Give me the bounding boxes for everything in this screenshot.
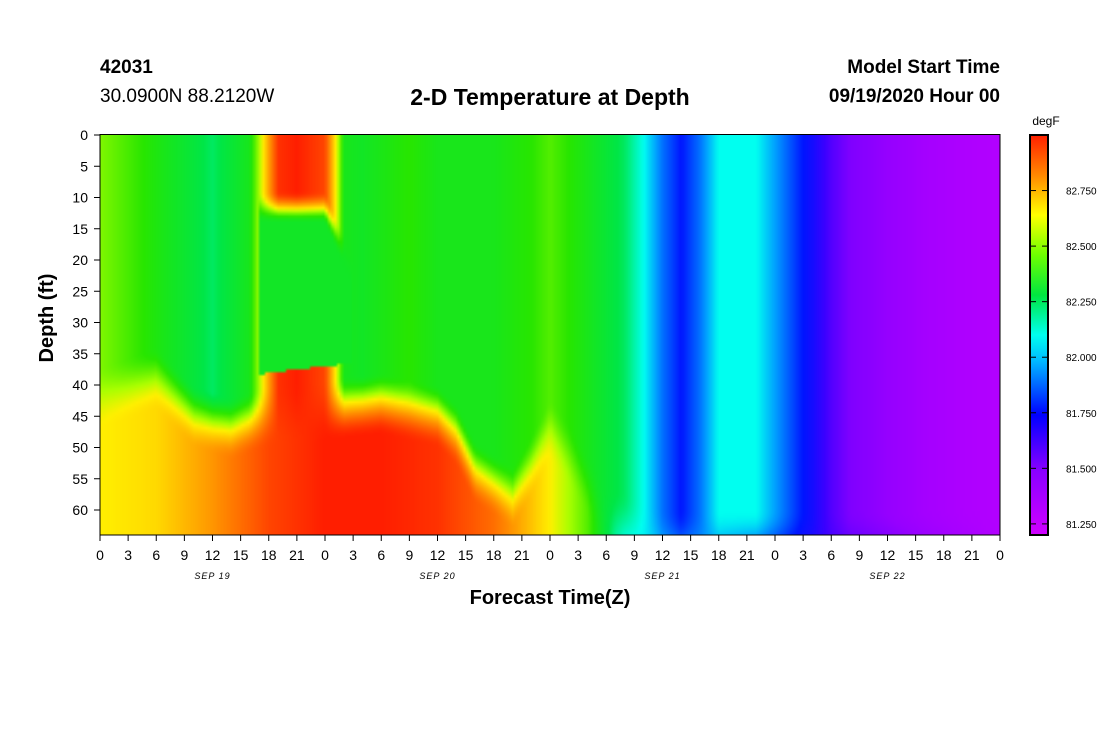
model-start-label: Model Start Time: [847, 57, 1000, 78]
x-tick-label: 12: [205, 547, 221, 563]
heatmap-image: [100, 135, 1000, 535]
x-tick-label: 9: [405, 547, 413, 563]
y-axis-label: Depth (ft): [36, 274, 58, 363]
y-tick-label: 15: [72, 221, 88, 237]
x-tick-label: 18: [261, 547, 277, 563]
x-tick-label: 15: [683, 547, 699, 563]
date-label: SEP 22: [869, 571, 905, 581]
x-tick-label: 12: [655, 547, 671, 563]
y-tick-label: 20: [72, 252, 88, 268]
colorbar-unit: degF: [1032, 114, 1059, 128]
colorbar-tick-label: 81.500: [1066, 464, 1097, 475]
x-tick-label: 0: [771, 547, 779, 563]
colorbar-tick-label: 81.250: [1066, 520, 1097, 531]
x-tick-label: 6: [827, 547, 835, 563]
x-tick-label: 15: [908, 547, 924, 563]
y-tick-label: 10: [72, 190, 88, 206]
x-tick-label: 3: [799, 547, 807, 563]
x-tick-label: 12: [430, 547, 446, 563]
x-tick-label: 18: [936, 547, 952, 563]
colorbar-tick-label: 82.250: [1066, 298, 1097, 309]
y-tick-label: 30: [72, 315, 88, 331]
y-tick-label: 60: [72, 502, 88, 518]
date-label: SEP 20: [419, 571, 455, 581]
y-tick-label: 0: [80, 127, 88, 143]
x-tick-label: 9: [630, 547, 638, 563]
x-tick-label: 0: [321, 547, 329, 563]
x-tick-label: 0: [546, 547, 554, 563]
x-tick-label: 0: [996, 547, 1004, 563]
y-tick-label: 55: [72, 471, 88, 487]
y-tick-label: 25: [72, 283, 88, 299]
x-tick-label: 15: [458, 547, 474, 563]
chart-title: 2-D Temperature at Depth: [410, 84, 690, 110]
date-label: SEP 19: [194, 571, 230, 581]
y-tick-label: 50: [72, 440, 88, 456]
x-tick-label: 3: [574, 547, 582, 563]
x-tick-label: 9: [855, 547, 863, 563]
colorbar-gradient: [1029, 134, 1049, 536]
x-tick-label: 3: [124, 547, 132, 563]
y-tick-label: 5: [80, 158, 88, 174]
date-label: SEP 21: [644, 571, 680, 581]
y-tick-label: 35: [72, 346, 88, 362]
heatmap: [100, 135, 1000, 535]
x-tick-label: 6: [152, 547, 160, 563]
x-tick-label: 9: [180, 547, 188, 563]
colorbar-tick-label: 82.750: [1066, 187, 1097, 198]
x-tick-label: 21: [289, 547, 305, 563]
colorbar-tick-label: 82.000: [1066, 353, 1097, 364]
x-tick-label: 18: [486, 547, 502, 563]
colorbar-tick-label: 81.750: [1066, 409, 1097, 420]
model-start-value: 09/19/2020 Hour 00: [828, 86, 1000, 107]
x-tick-label: 12: [880, 547, 896, 563]
colorbar: degF 82.750 82.500 82.250 82.000 81.750 81.50…: [1029, 114, 1097, 536]
y-tick-label: 45: [72, 408, 88, 424]
x-axis-label: Forecast Time(Z): [470, 587, 631, 609]
x-tick-label: 6: [602, 547, 610, 563]
x-axis: 0 3 6 9 12 15 18 21 0 3 6 9 12 15 18 21 0 3 6 9 12 15 18 21 0 3 6 9…: [96, 535, 1004, 581]
colorbar-tick-label: 82.500: [1066, 242, 1097, 253]
x-tick-label: 15: [233, 547, 249, 563]
x-tick-label: 21: [964, 547, 980, 563]
y-tick-label: 40: [72, 377, 88, 393]
y-axis: 0 5 10 15 20 25 30 35 40 45 50 55 60: [72, 127, 100, 518]
x-tick-label: 6: [377, 547, 385, 563]
x-tick-label: 0: [96, 547, 104, 563]
station-id: 42031: [100, 57, 153, 78]
x-tick-label: 18: [711, 547, 727, 563]
x-tick-label: 3: [349, 547, 357, 563]
x-tick-label: 21: [514, 547, 530, 563]
station-coordinates: 30.0900N 88.2120W: [100, 86, 275, 107]
x-tick-label: 21: [739, 547, 755, 563]
